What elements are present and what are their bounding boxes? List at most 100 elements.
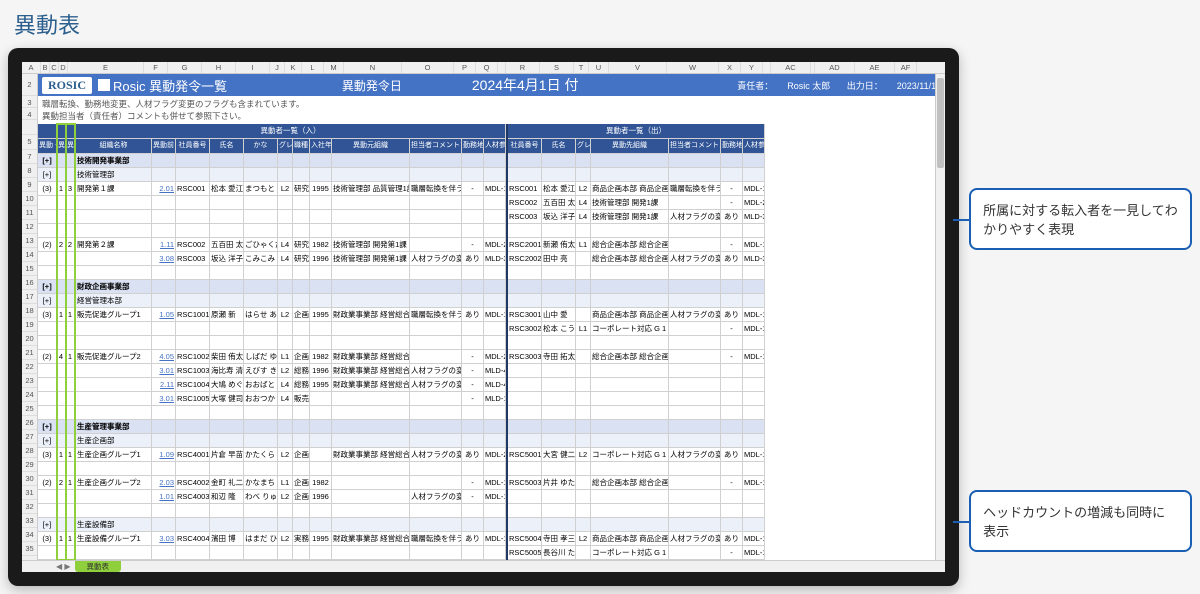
- scroll-thumb[interactable]: [937, 78, 944, 168]
- vertical-scrollbar[interactable]: [935, 74, 945, 560]
- cell: [508, 462, 542, 476]
- col-letter[interactable]: M: [324, 62, 344, 73]
- col-letter[interactable]: J: [270, 62, 285, 73]
- col-letter[interactable]: L: [302, 62, 324, 73]
- cell: [278, 504, 293, 518]
- col-letter[interactable]: O: [402, 62, 454, 73]
- row-number[interactable]: 14: [22, 248, 37, 262]
- cell: 人材フラグの変更対象者: [669, 252, 721, 266]
- sheet-tab[interactable]: 異動表: [75, 561, 122, 572]
- col-letter[interactable]: N: [344, 62, 402, 73]
- row-number[interactable]: 11: [22, 206, 37, 220]
- col-letter[interactable]: C: [50, 62, 59, 73]
- col-letter[interactable]: Q: [476, 62, 498, 73]
- row-number[interactable]: 29: [22, 458, 37, 472]
- cell: [293, 420, 310, 434]
- col-letter[interactable]: V: [609, 62, 667, 73]
- row-number[interactable]: 10: [22, 192, 37, 206]
- cell: [576, 364, 591, 378]
- cell: 経営管理本部: [76, 294, 152, 308]
- cell: [576, 462, 591, 476]
- cell: RSC5005: [508, 546, 542, 560]
- row-number[interactable]: 17: [22, 290, 37, 304]
- col-letter[interactable]: T: [574, 62, 589, 73]
- cell: 財政業事業部 経営総合企画室: [332, 350, 410, 364]
- cell: L2: [576, 182, 591, 196]
- col-letter[interactable]: [763, 62, 771, 73]
- cell: 松本 愛江: [542, 182, 576, 196]
- col-letter[interactable]: AD: [815, 62, 855, 73]
- cell: あり: [721, 532, 743, 546]
- col-letter[interactable]: AC: [771, 62, 811, 73]
- row-number[interactable]: 26: [22, 416, 37, 430]
- row-number[interactable]: 16: [22, 276, 37, 290]
- row-number[interactable]: 27: [22, 430, 37, 444]
- cell: かな: [244, 139, 278, 154]
- cell: [57, 504, 66, 518]
- col-letter[interactable]: AE: [855, 62, 895, 73]
- cell: [244, 322, 278, 336]
- col-letter[interactable]: [498, 62, 506, 73]
- col-letter[interactable]: X: [719, 62, 741, 73]
- col-letter[interactable]: B: [41, 62, 50, 73]
- cell: [38, 336, 57, 350]
- row-number[interactable]: 13: [22, 234, 37, 248]
- col-letter[interactable]: R: [506, 62, 540, 73]
- row-number[interactable]: 5: [22, 135, 37, 150]
- cell: わべ りゅうた: [244, 490, 278, 504]
- col-letter[interactable]: I: [236, 62, 270, 73]
- row-number[interactable]: 31: [22, 486, 37, 500]
- row-number[interactable]: 12: [22, 220, 37, 234]
- row-number[interactable]: 25: [22, 402, 37, 416]
- row-number[interactable]: 8: [22, 164, 37, 178]
- row-number[interactable]: 15: [22, 262, 37, 276]
- cell: [484, 406, 506, 420]
- row-number[interactable]: [22, 120, 37, 135]
- row-number[interactable]: 9: [22, 178, 37, 192]
- row-number[interactable]: 35: [22, 542, 37, 556]
- cell: [669, 546, 721, 560]
- col-letter[interactable]: U: [589, 62, 609, 73]
- row-number[interactable]: 23: [22, 374, 37, 388]
- row-number[interactable]: 3: [22, 96, 37, 108]
- col-letter[interactable]: P: [454, 62, 476, 73]
- col-letter[interactable]: K: [285, 62, 302, 73]
- cell: 技術管理部 品質管理1課: [332, 182, 410, 196]
- cell: [669, 350, 721, 364]
- col-letter[interactable]: Y: [741, 62, 763, 73]
- cell: 1: [66, 308, 75, 322]
- row-number[interactable]: 28: [22, 444, 37, 458]
- row-number[interactable]: 22: [22, 360, 37, 374]
- row-number[interactable]: 4: [22, 108, 37, 120]
- row-number[interactable]: 20: [22, 332, 37, 346]
- col-letter[interactable]: H: [202, 62, 236, 73]
- sheet-nav[interactable]: ◀ ▶: [52, 562, 75, 571]
- cell: [669, 266, 721, 280]
- row-number[interactable]: 19: [22, 318, 37, 332]
- col-letter[interactable]: F: [144, 62, 168, 73]
- row-number[interactable]: 34: [22, 528, 37, 542]
- row-number[interactable]: 32: [22, 500, 37, 514]
- row-number[interactable]: 18: [22, 304, 37, 318]
- cell: [669, 336, 721, 350]
- col-letter[interactable]: D: [59, 62, 68, 73]
- cell: [410, 462, 462, 476]
- row-number[interactable]: 7: [22, 150, 37, 164]
- cell: 財政業事業部 経営総合企画室: [332, 448, 410, 462]
- cell: [278, 224, 293, 238]
- col-letter[interactable]: AF: [895, 62, 917, 73]
- col-letter[interactable]: G: [168, 62, 202, 73]
- row-number[interactable]: 30: [22, 472, 37, 486]
- cell: [+]: [38, 420, 57, 434]
- row-number[interactable]: 21: [22, 346, 37, 360]
- cell: [508, 406, 542, 420]
- col-letter[interactable]: W: [667, 62, 719, 73]
- col-letter[interactable]: S: [540, 62, 574, 73]
- row-number[interactable]: 33: [22, 514, 37, 528]
- cell: L1: [278, 350, 293, 364]
- row-number[interactable]: 2: [22, 74, 37, 96]
- row-number[interactable]: 24: [22, 388, 37, 402]
- col-letter[interactable]: E: [68, 62, 144, 73]
- cell: [508, 420, 542, 434]
- col-letter[interactable]: A: [22, 62, 41, 73]
